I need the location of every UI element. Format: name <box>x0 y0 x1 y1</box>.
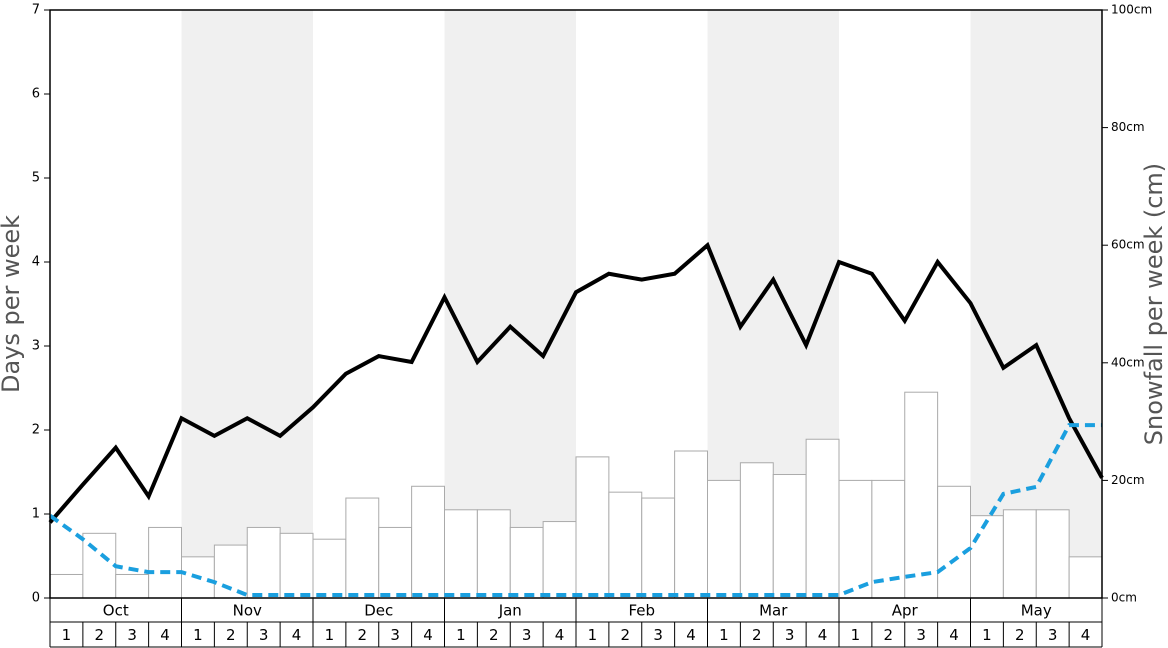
week-label: 4 <box>686 626 696 644</box>
y-tick-label: 1 <box>32 507 40 522</box>
week-label: 2 <box>358 626 368 644</box>
snowfall-bar <box>411 485 445 599</box>
snowfall-bar <box>575 456 610 599</box>
week-label: 2 <box>621 626 631 644</box>
y-tick-label: 5 <box>32 171 40 186</box>
month-label: Dec <box>364 602 393 620</box>
snowfall-bar <box>970 515 1004 599</box>
week-label: 2 <box>1015 626 1025 644</box>
week-label: 2 <box>226 626 236 644</box>
snowfall-bar <box>1002 509 1037 599</box>
snowfall-bar <box>148 526 182 599</box>
y2-tick-label: 100cm <box>1111 3 1152 17</box>
week-label: 1 <box>851 626 861 644</box>
month-shade <box>444 10 576 598</box>
week-label: 3 <box>390 626 400 644</box>
y-tick-label: 4 <box>32 255 40 270</box>
week-label: 1 <box>456 626 466 644</box>
week-label: 2 <box>489 626 499 644</box>
y2-tick-label: 40cm <box>1111 355 1145 369</box>
week-label: 3 <box>916 626 926 644</box>
snowfall-bar <box>542 521 577 599</box>
snowfall-bar <box>608 491 643 599</box>
solid-line <box>48 241 1104 524</box>
week-label: 4 <box>292 626 302 644</box>
week-label: 4 <box>160 626 170 644</box>
month-shade <box>970 10 1102 598</box>
snowfall-bar <box>1035 509 1070 599</box>
y-tick-label: 6 <box>32 87 40 102</box>
y-tick-label: 3 <box>32 339 40 354</box>
snowfall-bar <box>312 538 347 599</box>
snowfall-bar <box>509 526 544 599</box>
month-label: Jan <box>498 602 522 620</box>
y-tick-label: 0 <box>32 591 40 606</box>
snowfall-bar <box>115 573 150 599</box>
snowfall-bar <box>279 532 314 599</box>
month-label: Mar <box>759 602 788 620</box>
week-label: 3 <box>259 626 269 644</box>
week-label: 2 <box>95 626 105 644</box>
snowfall-bar <box>739 462 774 599</box>
week-label: 1 <box>588 626 598 644</box>
snowfall-bar <box>345 497 380 599</box>
month-label: Apr <box>892 602 919 620</box>
axes-layer: Oct 1 2 3 4 Nov 1 2 3 4 Dec 1 2 3 4 Jan 1 2 3 4 Feb 1 2 3 4 Mar 1 2… <box>32 3 1152 648</box>
snowfall-bar <box>707 479 741 599</box>
week-label: 4 <box>1081 626 1091 644</box>
month-label: Feb <box>628 602 655 620</box>
plot-frame <box>49 9 1103 599</box>
background-layer <box>181 10 1102 598</box>
week-label: 4 <box>818 626 828 644</box>
snowfall-bar <box>904 391 939 599</box>
y2-tick-label: 60cm <box>1111 238 1145 252</box>
week-label: 4 <box>949 626 959 644</box>
week-label: 3 <box>785 626 795 644</box>
month-shade <box>181 10 313 598</box>
snowfall-bar <box>674 450 708 599</box>
snowfall-bar <box>937 485 971 599</box>
week-label: 2 <box>752 626 762 644</box>
snowfall-bar <box>444 509 478 599</box>
snowfall-bar <box>476 509 511 599</box>
snowfall-bar <box>772 474 807 599</box>
snowfall-bar <box>805 438 840 599</box>
month-label: May <box>1021 602 1052 620</box>
y-axis-title: Days per week <box>0 215 25 393</box>
snowfall-bar <box>641 497 676 599</box>
snowfall-bar <box>49 573 84 599</box>
week-label: 1 <box>325 626 335 644</box>
y2-tick-label: 80cm <box>1111 120 1145 134</box>
week-label: 3 <box>127 626 137 644</box>
y2-tick-label: 20cm <box>1111 473 1145 487</box>
week-label: 1 <box>719 626 729 644</box>
week-label: 3 <box>1048 626 1058 644</box>
snowfall-bar <box>1068 556 1103 599</box>
month-label: Oct <box>103 602 129 620</box>
week-label: 2 <box>884 626 894 644</box>
week-label: 3 <box>653 626 663 644</box>
y2-tick-label: 0cm <box>1111 591 1137 605</box>
y-tick-label: 2 <box>32 423 40 438</box>
y-tick-label: 7 <box>32 3 40 18</box>
y2-axis-title: Snowfall per week (cm) <box>1140 163 1168 445</box>
week-label: 1 <box>982 626 992 644</box>
snowfall-bar <box>838 479 873 599</box>
week-label: 4 <box>555 626 565 644</box>
month-label: Nov <box>233 602 262 620</box>
week-label: 1 <box>62 626 72 644</box>
snowfall-bar <box>378 526 413 599</box>
week-label: 1 <box>193 626 203 644</box>
snowfall-bar <box>246 526 281 599</box>
marks-layer <box>48 241 1104 599</box>
dashed-line <box>48 423 1102 598</box>
snowfall-bar <box>82 532 117 599</box>
week-label: 4 <box>423 626 433 644</box>
week-label: 3 <box>522 626 532 644</box>
